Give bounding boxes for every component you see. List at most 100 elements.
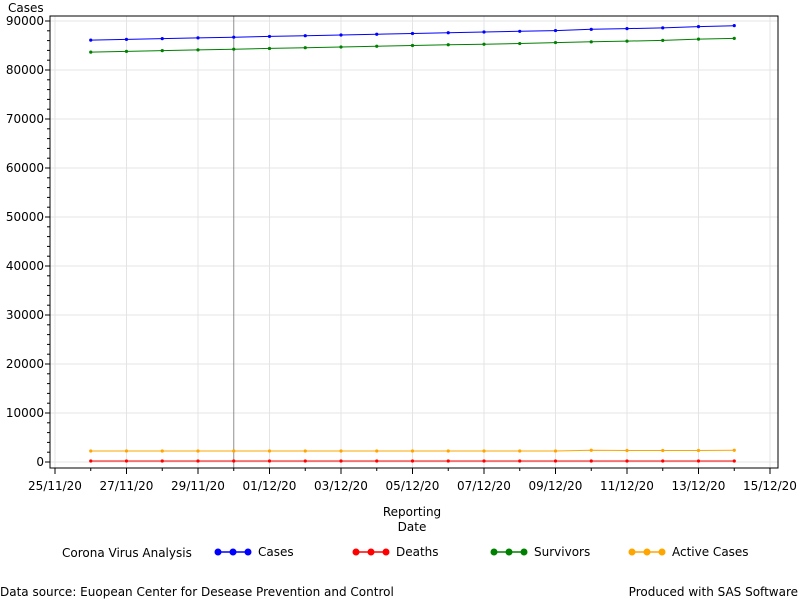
legend-title: Corona Virus Analysis [62,546,192,560]
data-point-active-cases [160,449,164,453]
grid-lines [50,16,778,468]
data-point-deaths [589,459,593,463]
data-point-active-cases [303,449,307,453]
data-point-active-cases [124,449,129,453]
legend-swatch-marker [628,548,636,556]
data-point-survivors [196,48,200,52]
data-point-cases [482,30,486,34]
data-point-cases [625,26,629,31]
legend-item-survivors: Survivors [490,545,590,559]
x-tick-label: 01/12/20 [243,479,297,493]
data-point-deaths [124,459,129,463]
y-axis-label: Cases [8,1,44,15]
data-point-active-cases [89,449,93,453]
x-tick-label: 29/11/20 [171,479,225,493]
x-axis-label-line-2: Date [398,520,427,534]
data-point-deaths [553,459,558,463]
y-tick-label: 50000 [6,210,44,224]
legend-swatch-marker [244,548,252,556]
x-tick-label: 27/11/20 [100,479,154,493]
data-point-active-cases [267,449,272,453]
data-point-cases [696,25,701,29]
x-tick-label: 15/12/20 [743,479,797,493]
legend-label-cases: Cases [258,545,294,559]
y-tick-label: 30000 [6,308,44,322]
data-point-deaths [267,459,272,463]
data-point-cases [303,34,307,38]
data-point-cases [196,36,200,40]
x-tick-label: 11/12/20 [600,479,654,493]
data-point-active-cases [696,448,701,453]
y-tick-label: 40000 [6,259,44,273]
data-point-survivors [553,40,558,45]
data-point-cases [446,31,450,35]
y-tick-label: 10000 [6,406,44,420]
data-point-survivors [410,43,415,48]
legend-swatch-marker [490,548,498,556]
legend-item-deaths: Deaths [352,545,439,559]
software-credit: Produced with SAS Software [629,585,798,599]
series-cases [89,24,736,42]
data-point-survivors [661,38,665,42]
data-point-survivors [160,49,164,53]
data-source-note: Data source: Euopean Center for Desease … [0,585,394,599]
legend-swatch-marker [352,548,360,556]
data-point-survivors [375,44,379,48]
data-point-cases [339,33,343,37]
data-point-deaths [339,459,343,463]
data-point-survivors [589,40,593,44]
series-layer [89,24,736,463]
legend-label-active-cases: Active Cases [672,545,749,559]
data-point-deaths [375,459,379,463]
data-point-active-cases [625,448,629,453]
plot-frame [49,15,779,469]
data-point-survivors [518,41,522,46]
data-point-deaths [696,459,701,463]
data-point-active-cases [410,449,415,453]
data-point-active-cases [232,449,236,453]
data-point-active-cases [375,449,379,453]
legend-swatch-marker [229,548,237,556]
data-point-survivors [124,49,129,53]
legend-label-survivors: Survivors [534,545,590,559]
data-point-deaths [232,459,236,463]
data-point-active-cases [446,449,450,453]
data-point-active-cases [196,449,200,453]
legend-item-active-cases: Active Cases [628,545,749,559]
data-point-cases [732,24,736,28]
x-axis: 25/11/20 27/11/20 29/11/20 01/12/20 03/12/20… [28,468,797,493]
data-point-survivors [732,36,736,40]
data-point-active-cases [482,449,486,453]
data-point-deaths [410,459,415,463]
x-tick-label: 05/12/20 [386,479,440,493]
y-tick-label: 60000 [6,161,44,175]
legend-swatch-marker [367,548,375,556]
data-point-cases [410,31,415,36]
data-point-cases [232,35,236,39]
data-point-survivors [267,46,272,51]
legend-label-deaths: Deaths [396,545,439,559]
data-point-cases [589,27,593,31]
x-tick-label: 13/12/20 [672,479,726,493]
series-active-cases [89,448,736,453]
data-point-cases [553,28,558,33]
x-tick-label: 09/12/20 [529,479,583,493]
data-point-survivors [303,46,307,50]
legend-item-cases: Cases [214,545,294,559]
legend-swatch-marker [643,548,651,556]
data-point-survivors [339,45,343,49]
y-tick-label: 0 [36,455,44,469]
x-tick-label: 07/12/20 [457,479,511,493]
data-point-deaths [446,459,450,463]
legend-swatch-marker [658,548,666,556]
legend-swatch-marker [214,548,222,556]
data-point-deaths [661,459,665,463]
data-point-survivors [232,47,236,51]
x-tick-label: 03/12/20 [314,479,368,493]
data-point-deaths [303,459,307,463]
data-point-survivors [446,43,450,47]
series-survivors [89,36,736,54]
data-point-active-cases [518,449,522,453]
x-tick-label: 25/11/20 [28,479,82,493]
data-point-active-cases [732,448,736,452]
